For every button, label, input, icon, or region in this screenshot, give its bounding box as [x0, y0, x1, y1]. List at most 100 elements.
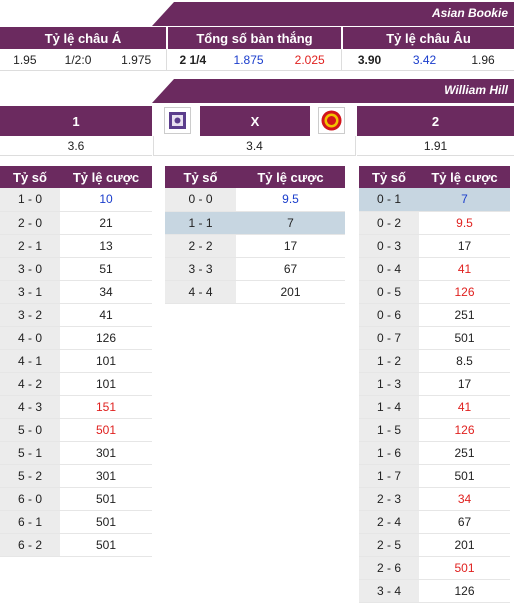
asian-bookie-title: Asian Bookie: [431, 6, 508, 20]
score-cell: 6 - 1: [0, 510, 60, 534]
odds-cell[interactable]: 67: [419, 510, 510, 534]
score-cell: 1 - 1: [165, 211, 236, 235]
wh-draw-odds[interactable]: 3.4: [153, 136, 356, 156]
score-cell: 1 - 6: [359, 441, 419, 465]
score-row: 5 - 1 301: [0, 441, 152, 465]
score-column-header: Tỷ số: [165, 166, 236, 188]
score-cell: 5 - 1: [0, 441, 60, 465]
score-row: 0 - 2 9.5: [359, 211, 510, 235]
odds-cell[interactable]: 67: [236, 257, 345, 281]
score-cell: 1 - 7: [359, 464, 419, 488]
score-row: 1 - 2 8.5: [359, 349, 510, 373]
odds-cell[interactable]: 41: [419, 395, 510, 419]
odds-cell[interactable]: 51: [60, 257, 152, 281]
score-row: 2 - 2 17: [165, 234, 345, 258]
odds-cell[interactable]: 501: [419, 326, 510, 350]
score-row: 3 - 1 34: [0, 280, 152, 304]
score-row: 2 - 1 13: [0, 234, 152, 258]
odds-cell[interactable]: 201: [419, 533, 510, 557]
score-cell: 3 - 4: [359, 579, 419, 603]
odds-cell[interactable]: 501: [60, 487, 152, 511]
score-row: 2 - 3 34: [359, 487, 510, 511]
ah-home-odds[interactable]: 1.95: [13, 53, 37, 67]
score-cell: 1 - 0: [0, 188, 60, 212]
odds-cell[interactable]: 101: [60, 349, 152, 373]
eu-away-odds[interactable]: 1.96: [471, 53, 495, 67]
score-row: 1 - 3 17: [359, 372, 510, 396]
odds-cell[interactable]: 41: [419, 257, 510, 281]
score-row: 0 - 7 501: [359, 326, 510, 350]
odds-cell[interactable]: 9.5: [419, 211, 510, 235]
asian-handicap-header: Tỷ lệ châu Á: [0, 27, 166, 49]
odds-cell[interactable]: 34: [419, 487, 510, 511]
score-row: 3 - 2 41: [0, 303, 152, 327]
wh-odds-row: 3.6 3.4 1.91: [0, 136, 514, 156]
score-cell: 5 - 2: [0, 464, 60, 488]
eu-draw-odds[interactable]: 3.42: [412, 53, 437, 67]
ah-away-odds[interactable]: 1.975: [121, 53, 152, 67]
score-row: 1 - 0 10: [0, 188, 152, 212]
score-row: 3 - 0 51: [0, 257, 152, 281]
odds-column-header: Tỷ lệ cược: [419, 166, 510, 188]
odds-cell[interactable]: 10: [60, 188, 152, 212]
wh-1x2-header: 1 X 2: [0, 106, 514, 136]
odds-cell[interactable]: 13: [60, 234, 152, 258]
odds-cell[interactable]: 126: [419, 418, 510, 442]
odds-cell[interactable]: 7: [236, 211, 345, 235]
odds-cell[interactable]: 17: [419, 372, 510, 396]
odds-cell[interactable]: 126: [419, 579, 510, 603]
score-cell: 4 - 4: [165, 280, 236, 304]
asian-header-row: Tỷ lệ châu Á Tổng số bàn thắng Tỷ lệ châ…: [0, 27, 514, 49]
total-goals-under[interactable]: 2.025: [294, 53, 325, 67]
score-row: 2 - 5 201: [359, 533, 510, 557]
odds-cell[interactable]: 8.5: [419, 349, 510, 373]
odds-cell[interactable]: 151: [60, 395, 152, 419]
wh-label-home: 1: [0, 106, 152, 136]
odds-cell[interactable]: 251: [419, 303, 510, 327]
odds-cell[interactable]: 501: [60, 533, 152, 557]
score-column-header: Tỷ số: [0, 166, 60, 188]
odds-cell[interactable]: 9.5: [236, 188, 345, 212]
odds-cell[interactable]: 126: [419, 280, 510, 304]
odds-cell[interactable]: 301: [60, 441, 152, 465]
score-row: 4 - 4 201: [165, 280, 345, 304]
score-row: 0 - 0 9.5: [165, 188, 345, 212]
score-cell: 6 - 2: [0, 533, 60, 557]
odds-cell[interactable]: 301: [60, 464, 152, 488]
score-cell: 0 - 3: [359, 234, 419, 258]
score-row: 6 - 1 501: [0, 510, 152, 534]
score-cell: 2 - 3: [359, 487, 419, 511]
odds-cell[interactable]: 7: [419, 188, 510, 212]
total-goals-over[interactable]: 1.875: [233, 53, 264, 67]
odds-cell[interactable]: 501: [419, 556, 510, 580]
score-row: 1 - 4 41: [359, 395, 510, 419]
odds-cell[interactable]: 501: [60, 510, 152, 534]
score-cell: 4 - 2: [0, 372, 60, 396]
odds-cell[interactable]: 41: [60, 303, 152, 327]
score-cell: 4 - 3: [0, 395, 60, 419]
score-row: 2 - 6 501: [359, 556, 510, 580]
score-cell: 2 - 1: [0, 234, 60, 258]
odds-cell[interactable]: 21: [60, 211, 152, 235]
odds-cell[interactable]: 501: [60, 418, 152, 442]
odds-cell[interactable]: 201: [236, 280, 345, 304]
wh-away-odds[interactable]: 1.91: [357, 136, 514, 156]
odds-cell[interactable]: 17: [419, 234, 510, 258]
odds-cell[interactable]: 251: [419, 441, 510, 465]
odds-column-header: Tỷ lệ cược: [236, 166, 345, 188]
score-row: 1 - 5 126: [359, 418, 510, 442]
odds-cell[interactable]: 34: [60, 280, 152, 304]
score-row: 1 - 7 501: [359, 464, 510, 488]
odds-cell[interactable]: 17: [236, 234, 345, 258]
wh-home-odds[interactable]: 3.6: [0, 136, 152, 156]
odds-cell[interactable]: 126: [60, 326, 152, 350]
score-cell: 2 - 5: [359, 533, 419, 557]
eu-home-odds[interactable]: 3.90: [357, 53, 382, 67]
score-cell: 4 - 0: [0, 326, 60, 350]
odds-cell[interactable]: 501: [419, 464, 510, 488]
score-cell: 0 - 2: [359, 211, 419, 235]
odds-cell[interactable]: 101: [60, 372, 152, 396]
score-row: 0 - 3 17: [359, 234, 510, 258]
score-row: 1 - 6 251: [359, 441, 510, 465]
